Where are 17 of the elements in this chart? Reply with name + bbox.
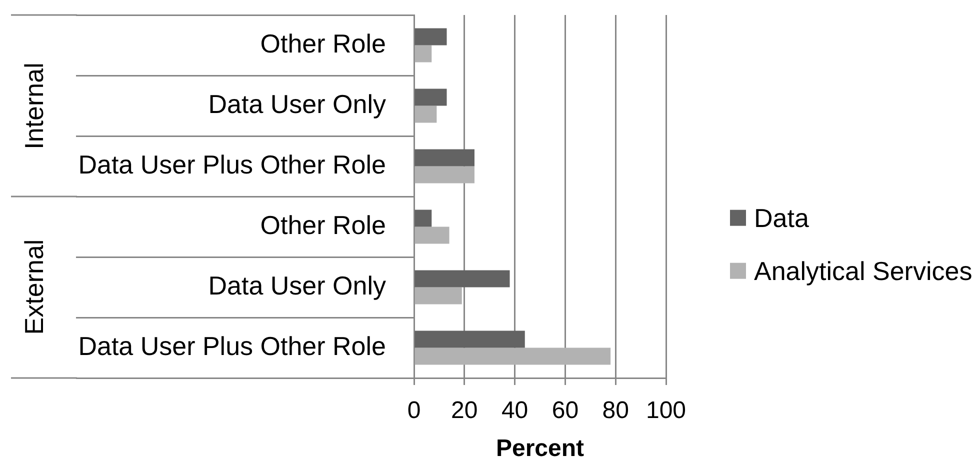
y-tick-label: Data User Plus Other Role xyxy=(78,330,386,361)
legend-label: Data xyxy=(754,202,809,233)
y-tick-label: Data User Plus Other Role xyxy=(78,149,386,180)
y-tick-label: Data User Only xyxy=(208,270,386,300)
x-axis-title: Percent xyxy=(496,435,584,462)
x-tick-label: 0 xyxy=(407,397,421,424)
x-tick-label: 40 xyxy=(501,397,528,424)
y-tick-label: Other Role xyxy=(260,210,386,240)
y-tick-label: Other Role xyxy=(260,28,386,58)
text: Internal xyxy=(19,62,49,150)
legend-label: Analytical Services xyxy=(754,256,972,286)
x-tick-label: 80 xyxy=(602,397,629,424)
x-tick-label: 100 xyxy=(646,397,686,424)
text: External xyxy=(19,240,49,335)
x-tick-label: 20 xyxy=(451,397,478,424)
y-tick-label: Data User Only xyxy=(208,88,386,119)
x-tick-label: 60 xyxy=(552,397,579,424)
